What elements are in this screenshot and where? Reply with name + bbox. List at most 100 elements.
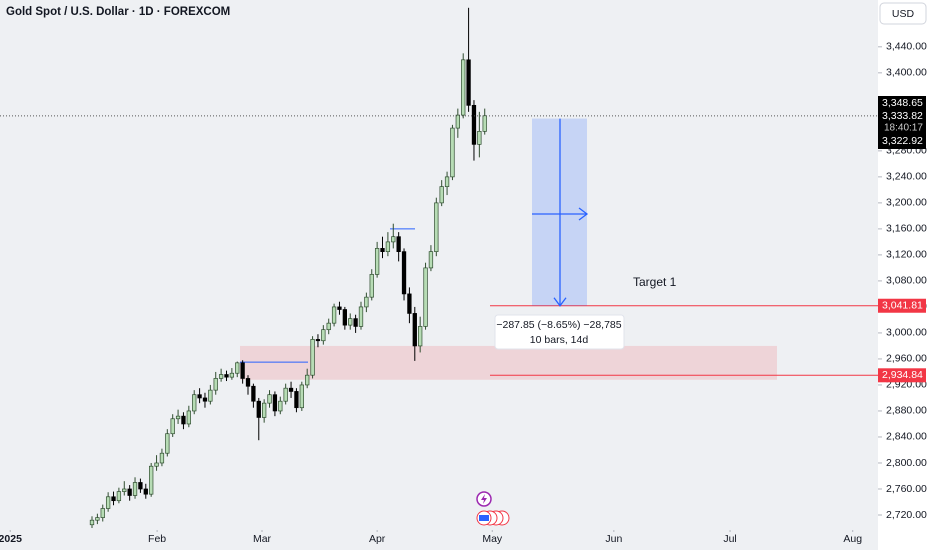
event-icons xyxy=(476,491,510,526)
candle-body xyxy=(278,400,283,412)
candle xyxy=(358,301,364,330)
price-axis-panel xyxy=(878,0,932,550)
price-label: 3,322.92 xyxy=(882,135,923,147)
y-tick-label: 2,960.00 xyxy=(886,353,927,365)
candle xyxy=(305,368,310,389)
candle-body xyxy=(272,394,278,412)
candle xyxy=(89,516,95,528)
candle xyxy=(418,316,423,353)
candle-body xyxy=(428,251,434,269)
countdown: 18:40:17 xyxy=(884,123,923,134)
candle xyxy=(428,245,434,272)
candle-body xyxy=(482,115,487,132)
candle xyxy=(95,513,100,525)
candle xyxy=(471,100,477,161)
candle-body xyxy=(288,387,294,392)
measure-detail: 10 bars, 14d xyxy=(530,334,589,346)
candle xyxy=(127,485,132,501)
x-tick-label: 2025 xyxy=(0,533,22,545)
candle-body xyxy=(111,496,116,502)
candle-body xyxy=(197,394,202,399)
candle xyxy=(186,405,191,428)
candle-body xyxy=(407,293,412,314)
candle-body xyxy=(186,410,191,425)
candle-body xyxy=(235,362,240,374)
candle-body xyxy=(450,127,455,178)
candle xyxy=(348,313,353,330)
candle-body xyxy=(342,309,348,326)
x-tick-label: Aug xyxy=(843,533,862,545)
y-tick-label: 3,440.00 xyxy=(886,41,927,53)
candle xyxy=(401,248,407,301)
candle xyxy=(288,381,294,398)
candle xyxy=(455,108,460,138)
y-tick-label: 2,760.00 xyxy=(886,483,927,495)
candle-body xyxy=(455,114,460,129)
candle xyxy=(213,371,218,395)
currency-button[interactable] xyxy=(879,2,927,25)
support-zone xyxy=(240,345,777,380)
candle-body xyxy=(181,415,186,425)
y-tick-label: 2,720.00 xyxy=(886,509,927,521)
price-label: 3,348.65 xyxy=(882,97,923,109)
candle xyxy=(315,334,321,348)
candle-body xyxy=(105,496,111,509)
candle xyxy=(364,292,369,313)
level-badge xyxy=(878,298,926,313)
candle-body xyxy=(165,433,170,454)
candle xyxy=(229,368,235,380)
target-label: Target 1 xyxy=(633,275,677,289)
candle xyxy=(326,318,331,335)
candle-body xyxy=(477,130,482,145)
candle-body xyxy=(154,462,159,467)
candle-body xyxy=(401,251,407,295)
candle-body xyxy=(159,452,165,464)
candle xyxy=(391,223,396,249)
candle xyxy=(218,368,224,382)
candle-body xyxy=(240,362,245,379)
candle-body xyxy=(256,400,261,418)
candle-body xyxy=(170,418,175,435)
measure-arrowhead xyxy=(553,297,567,307)
candle xyxy=(181,412,186,430)
candle xyxy=(299,381,304,411)
candle xyxy=(337,301,342,315)
candle-body xyxy=(391,236,396,243)
candle xyxy=(154,455,159,471)
candle xyxy=(380,236,385,259)
y-tick-label: 3,400.00 xyxy=(886,67,927,79)
candle xyxy=(278,396,283,415)
candle-body xyxy=(385,241,391,252)
candle xyxy=(482,108,487,135)
candle-body xyxy=(358,306,364,327)
candle-body xyxy=(127,488,132,496)
candle xyxy=(331,303,337,327)
measure-arrowhead-h xyxy=(578,207,589,221)
candle-body xyxy=(466,59,471,106)
candle xyxy=(450,124,455,181)
candle-body xyxy=(444,176,450,187)
x-tick-label: Feb xyxy=(148,533,166,545)
currency-label[interactable]: USD xyxy=(892,8,915,20)
candle-body xyxy=(100,508,105,518)
candle xyxy=(444,171,450,196)
candle xyxy=(170,414,175,437)
candle xyxy=(208,384,213,405)
candle xyxy=(374,241,380,278)
candle xyxy=(439,180,444,207)
candle-body xyxy=(321,329,326,342)
candle-body xyxy=(192,394,197,412)
candle-body xyxy=(245,378,251,387)
candle xyxy=(256,397,261,441)
candle xyxy=(353,314,358,333)
candle xyxy=(369,269,374,301)
candle xyxy=(407,287,412,324)
candle xyxy=(434,197,439,257)
x-tick-label: Jun xyxy=(605,533,622,545)
candle-body xyxy=(149,465,154,495)
candle-body xyxy=(305,374,310,386)
candle-body xyxy=(218,374,224,379)
candle xyxy=(466,7,471,112)
y-tick-label: 2,800.00 xyxy=(886,457,927,469)
candle xyxy=(385,232,391,257)
